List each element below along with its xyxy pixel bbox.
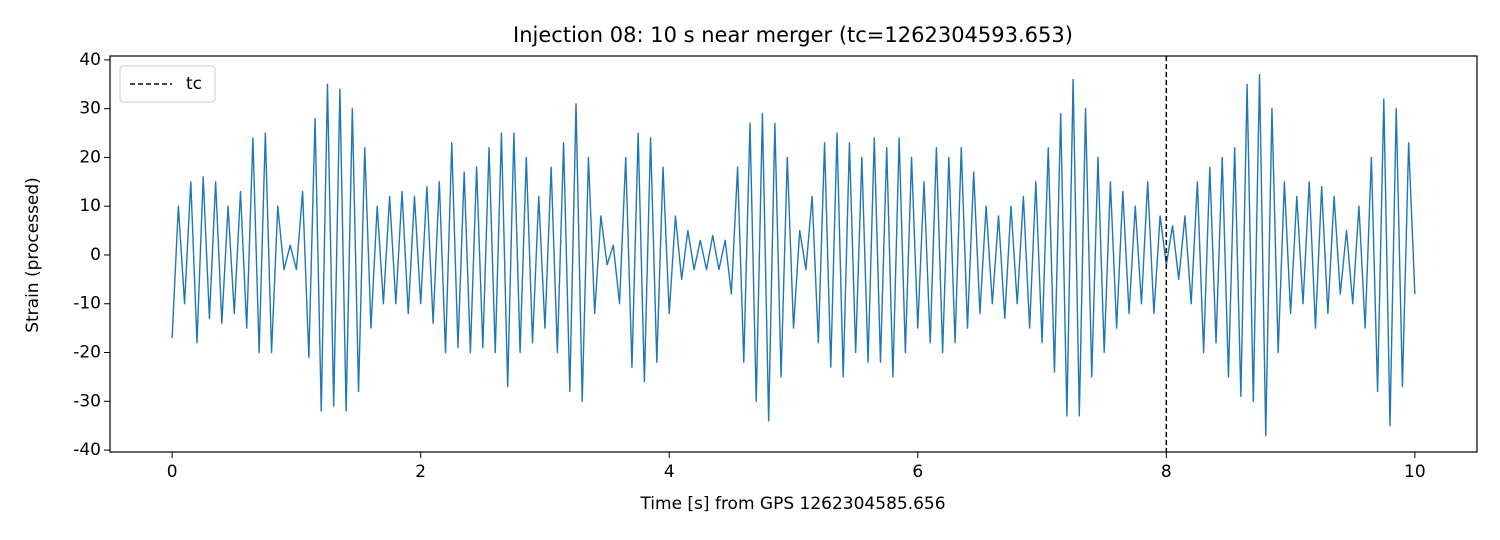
series-line [171,73,1416,437]
x-axis-label: Time [s] from GPS 1262304585.656 [639,494,945,514]
y-tick-label: 0 [90,245,101,265]
legend-label: tc [186,74,202,94]
y-tick-label: -20 [73,343,101,363]
legend-box [119,65,216,103]
y-tick-label: -30 [73,391,101,411]
y-tick-label: 40 [79,50,101,70]
y-tick-label: -40 [73,440,101,460]
y-tick-label: 20 [79,147,101,167]
y-axis-label: Strain (processed) [23,177,43,333]
y-tick-label: -10 [73,294,101,314]
legend: tc [119,65,216,103]
x-tick-label: 0 [167,462,178,482]
y-tick-label: 30 [79,99,101,119]
plot-frame [109,55,1478,453]
x-tick-label: 8 [1161,462,1172,482]
x-tick-label: 4 [664,462,675,482]
x-tick-label: 10 [1404,462,1426,482]
x-tick-label: 6 [912,462,923,482]
y-tick-label: 10 [79,196,101,216]
chart-title: Injection 08: 10 s near merger (tc=12623… [513,23,1073,47]
x-tick-label: 2 [415,462,426,482]
